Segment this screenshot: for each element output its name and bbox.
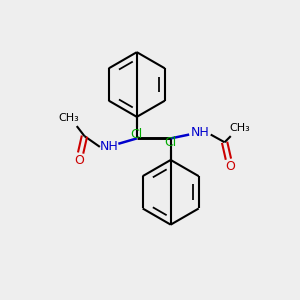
Text: NH: NH (100, 140, 118, 153)
Text: CH₃: CH₃ (230, 123, 250, 134)
Text: CH₃: CH₃ (59, 113, 80, 123)
Text: NH: NH (190, 126, 209, 139)
Text: O: O (225, 160, 235, 173)
Text: O: O (74, 154, 84, 167)
Text: Cl: Cl (131, 128, 143, 141)
Text: Cl: Cl (165, 136, 177, 149)
